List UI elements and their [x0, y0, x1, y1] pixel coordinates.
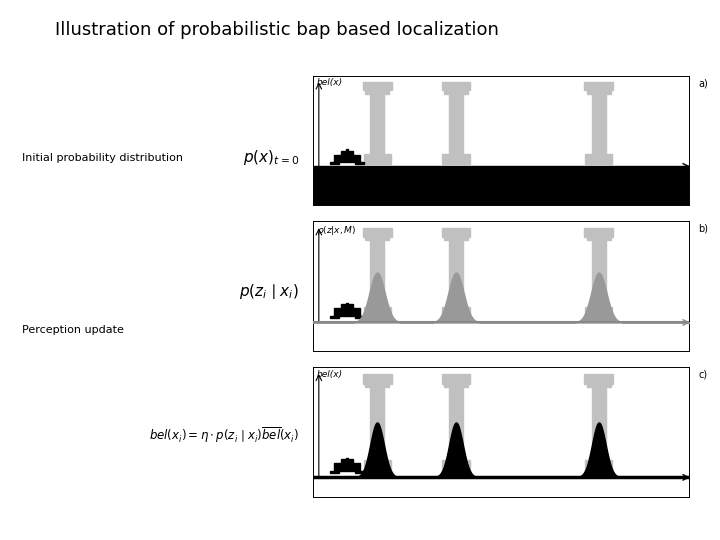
Bar	[355, 163, 364, 164]
Bar	[365, 237, 389, 240]
Text: $bel(x_i) = \eta \cdot p(z_i \mid x_i)\overline{bel}(x_i)$: $bel(x_i) = \eta \cdot p(z_i \mid x_i)\o…	[149, 425, 299, 445]
Bar	[363, 374, 392, 383]
Text: bel(x): bel(x)	[317, 78, 343, 87]
Bar	[585, 82, 613, 90]
Text: Perception update: Perception update	[22, 325, 123, 335]
Bar	[585, 307, 613, 318]
Bar	[449, 237, 463, 307]
Text: Illustration of probabilistic bap based localization: Illustration of probabilistic bap based …	[55, 21, 499, 39]
Bar	[587, 90, 611, 93]
Text: 24: 24	[9, 44, 33, 62]
Bar	[346, 303, 348, 304]
Bar	[363, 82, 392, 90]
Bar	[443, 461, 469, 472]
Text: bel(x): bel(x)	[317, 370, 343, 379]
Bar	[441, 374, 470, 383]
Bar	[355, 316, 364, 318]
Bar	[585, 154, 613, 164]
Bar	[592, 383, 606, 461]
Bar	[364, 154, 391, 164]
Bar	[441, 82, 470, 90]
Text: b): b)	[698, 224, 708, 234]
Text: $p(x)_{t=0}$: $p(x)_{t=0}$	[243, 148, 299, 167]
Bar	[333, 308, 361, 316]
Bar	[449, 383, 463, 461]
Bar	[355, 471, 364, 473]
Bar	[341, 151, 354, 154]
Bar	[585, 374, 613, 383]
Bar	[449, 90, 463, 154]
Bar	[346, 149, 348, 151]
Bar	[341, 459, 354, 463]
Bar	[370, 90, 384, 154]
Bar	[364, 461, 391, 472]
Bar	[330, 163, 338, 164]
Text: a): a)	[698, 78, 708, 88]
Bar	[333, 154, 361, 163]
Bar	[587, 237, 611, 240]
Bar	[585, 228, 613, 237]
Bar	[587, 383, 611, 388]
Bar	[346, 457, 348, 459]
Bar	[330, 471, 338, 473]
Bar	[444, 237, 468, 240]
Text: Initial probability distribution: Initial probability distribution	[22, 153, 183, 163]
Bar	[364, 307, 391, 318]
Bar	[370, 383, 384, 461]
Text: $\rho(z|x,M)$: $\rho(z|x,M)$	[317, 224, 356, 237]
Text: 5: 5	[14, 17, 27, 36]
Bar	[592, 237, 606, 307]
Bar	[341, 304, 354, 308]
Bar	[365, 383, 389, 388]
Bar	[441, 228, 470, 237]
Text: $p(z_i \mid x_i)$: $p(z_i \mid x_i)$	[239, 282, 299, 301]
Bar	[592, 90, 606, 154]
Bar	[370, 237, 384, 307]
Bar	[585, 461, 613, 472]
Text: c): c)	[698, 370, 708, 380]
Bar	[443, 154, 469, 164]
Bar	[330, 316, 338, 318]
Bar	[333, 463, 361, 471]
Bar	[444, 90, 468, 93]
Bar	[444, 383, 468, 388]
Bar	[363, 228, 392, 237]
Bar	[443, 307, 469, 318]
Bar	[365, 90, 389, 93]
Bar	[313, 166, 689, 205]
